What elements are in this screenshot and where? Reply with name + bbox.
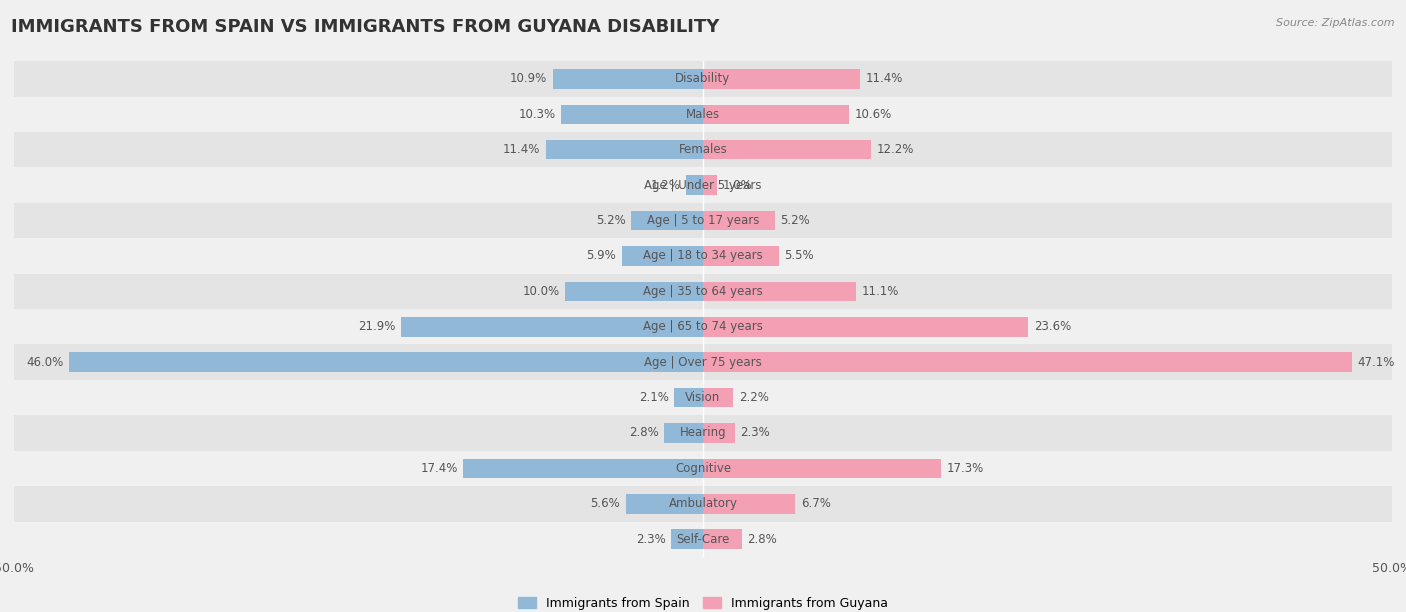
Text: 12.2%: 12.2%	[876, 143, 914, 156]
Bar	[69, 353, 703, 372]
Text: Vision: Vision	[685, 391, 721, 404]
Legend: Immigrants from Spain, Immigrants from Guyana: Immigrants from Spain, Immigrants from G…	[513, 592, 893, 612]
Bar	[14, 416, 1392, 450]
Bar	[546, 140, 703, 160]
Bar	[561, 105, 703, 124]
Text: 5.2%: 5.2%	[780, 214, 810, 227]
Bar	[703, 211, 775, 230]
Text: Source: ZipAtlas.com: Source: ZipAtlas.com	[1277, 18, 1395, 28]
Bar	[14, 168, 1392, 203]
Bar	[703, 494, 796, 513]
Bar	[703, 317, 1028, 337]
Text: 10.9%: 10.9%	[510, 72, 547, 86]
Text: 6.7%: 6.7%	[801, 498, 831, 510]
Text: 1.2%: 1.2%	[651, 179, 681, 192]
Text: Ambulatory: Ambulatory	[668, 498, 738, 510]
Text: 5.2%: 5.2%	[596, 214, 626, 227]
Bar	[463, 458, 703, 478]
Bar	[673, 388, 703, 408]
Bar	[626, 494, 703, 513]
Bar	[14, 132, 1392, 168]
Text: 21.9%: 21.9%	[359, 320, 395, 334]
Text: Age | 18 to 34 years: Age | 18 to 34 years	[643, 250, 763, 263]
Text: Self-Care: Self-Care	[676, 532, 730, 546]
Text: 1.0%: 1.0%	[723, 179, 752, 192]
Text: Age | 35 to 64 years: Age | 35 to 64 years	[643, 285, 763, 298]
Bar	[14, 450, 1392, 486]
Bar	[703, 353, 1353, 372]
Bar	[14, 238, 1392, 274]
Text: 2.2%: 2.2%	[738, 391, 769, 404]
Text: 11.4%: 11.4%	[866, 72, 903, 86]
Text: 2.3%: 2.3%	[636, 532, 666, 546]
Bar	[703, 69, 860, 89]
Bar	[401, 317, 703, 337]
Bar	[14, 274, 1392, 309]
Bar	[14, 61, 1392, 97]
Text: Females: Females	[679, 143, 727, 156]
Text: Hearing: Hearing	[679, 427, 727, 439]
Text: 5.9%: 5.9%	[586, 250, 616, 263]
Bar	[671, 529, 703, 549]
Text: 10.3%: 10.3%	[519, 108, 555, 121]
Bar	[565, 282, 703, 301]
Text: 2.8%: 2.8%	[747, 532, 778, 546]
Bar	[14, 345, 1392, 380]
Text: 2.1%: 2.1%	[638, 391, 669, 404]
Bar	[621, 246, 703, 266]
Text: 10.0%: 10.0%	[523, 285, 560, 298]
Text: 11.4%: 11.4%	[503, 143, 540, 156]
Bar	[703, 105, 849, 124]
Bar	[665, 424, 703, 442]
Text: 47.1%: 47.1%	[1358, 356, 1395, 368]
Bar	[14, 203, 1392, 238]
Text: 46.0%: 46.0%	[27, 356, 63, 368]
Text: 10.6%: 10.6%	[855, 108, 891, 121]
Text: 23.6%: 23.6%	[1033, 320, 1071, 334]
Text: 5.5%: 5.5%	[785, 250, 814, 263]
Text: 5.6%: 5.6%	[591, 498, 620, 510]
Bar	[14, 521, 1392, 557]
Text: 17.3%: 17.3%	[946, 462, 984, 475]
Text: 17.4%: 17.4%	[420, 462, 458, 475]
Bar	[703, 458, 942, 478]
Text: 2.3%: 2.3%	[740, 427, 770, 439]
Bar	[14, 309, 1392, 345]
Text: 11.1%: 11.1%	[862, 285, 898, 298]
Bar	[14, 97, 1392, 132]
Bar	[14, 486, 1392, 521]
Text: 2.8%: 2.8%	[628, 427, 659, 439]
Text: Males: Males	[686, 108, 720, 121]
Text: Disability: Disability	[675, 72, 731, 86]
Bar	[703, 424, 735, 442]
Bar	[703, 282, 856, 301]
Bar	[14, 380, 1392, 416]
Text: Age | Under 5 years: Age | Under 5 years	[644, 179, 762, 192]
Text: Age | 65 to 74 years: Age | 65 to 74 years	[643, 320, 763, 334]
Bar	[631, 211, 703, 230]
Text: Age | 5 to 17 years: Age | 5 to 17 years	[647, 214, 759, 227]
Bar	[703, 388, 734, 408]
Bar	[703, 140, 872, 160]
Bar	[703, 246, 779, 266]
Bar	[703, 176, 717, 195]
Text: IMMIGRANTS FROM SPAIN VS IMMIGRANTS FROM GUYANA DISABILITY: IMMIGRANTS FROM SPAIN VS IMMIGRANTS FROM…	[11, 18, 720, 36]
Bar	[703, 529, 741, 549]
Text: Age | Over 75 years: Age | Over 75 years	[644, 356, 762, 368]
Bar	[553, 69, 703, 89]
Text: Cognitive: Cognitive	[675, 462, 731, 475]
Bar	[686, 176, 703, 195]
